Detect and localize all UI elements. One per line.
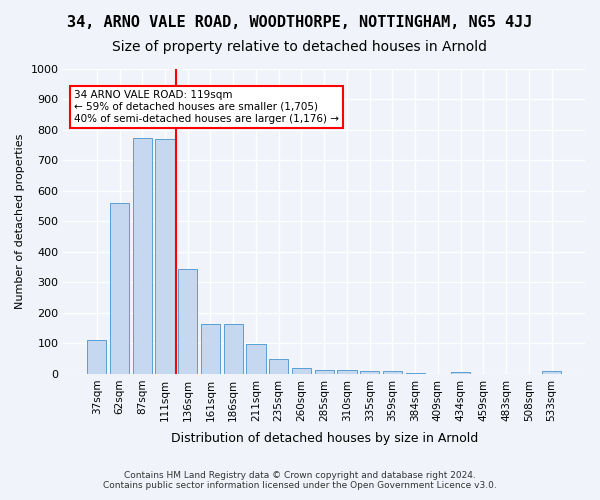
Bar: [133, 138, 152, 374]
Bar: [224, 324, 243, 374]
Text: Contains HM Land Registry data © Crown copyright and database right 2024.
Contai: Contains HM Land Registry data © Crown c…: [103, 470, 497, 490]
Y-axis label: Number of detached properties: Number of detached properties: [15, 134, 25, 309]
Bar: [155, 139, 175, 374]
Bar: [542, 371, 561, 374]
Text: 34 ARNO VALE ROAD: 119sqm
← 59% of detached houses are smaller (1,705)
40% of se: 34 ARNO VALE ROAD: 119sqm ← 59% of detac…: [74, 90, 339, 124]
Bar: [269, 358, 289, 374]
Bar: [87, 340, 106, 374]
Bar: [292, 368, 311, 374]
Bar: [360, 371, 379, 374]
Bar: [247, 344, 266, 374]
Bar: [383, 371, 402, 374]
Bar: [314, 370, 334, 374]
Bar: [337, 370, 356, 374]
Bar: [178, 268, 197, 374]
Bar: [110, 203, 129, 374]
Bar: [201, 324, 220, 374]
Text: Size of property relative to detached houses in Arnold: Size of property relative to detached ho…: [113, 40, 487, 54]
Text: 34, ARNO VALE ROAD, WOODTHORPE, NOTTINGHAM, NG5 4JJ: 34, ARNO VALE ROAD, WOODTHORPE, NOTTINGH…: [67, 15, 533, 30]
X-axis label: Distribution of detached houses by size in Arnold: Distribution of detached houses by size …: [170, 432, 478, 445]
Bar: [451, 372, 470, 374]
